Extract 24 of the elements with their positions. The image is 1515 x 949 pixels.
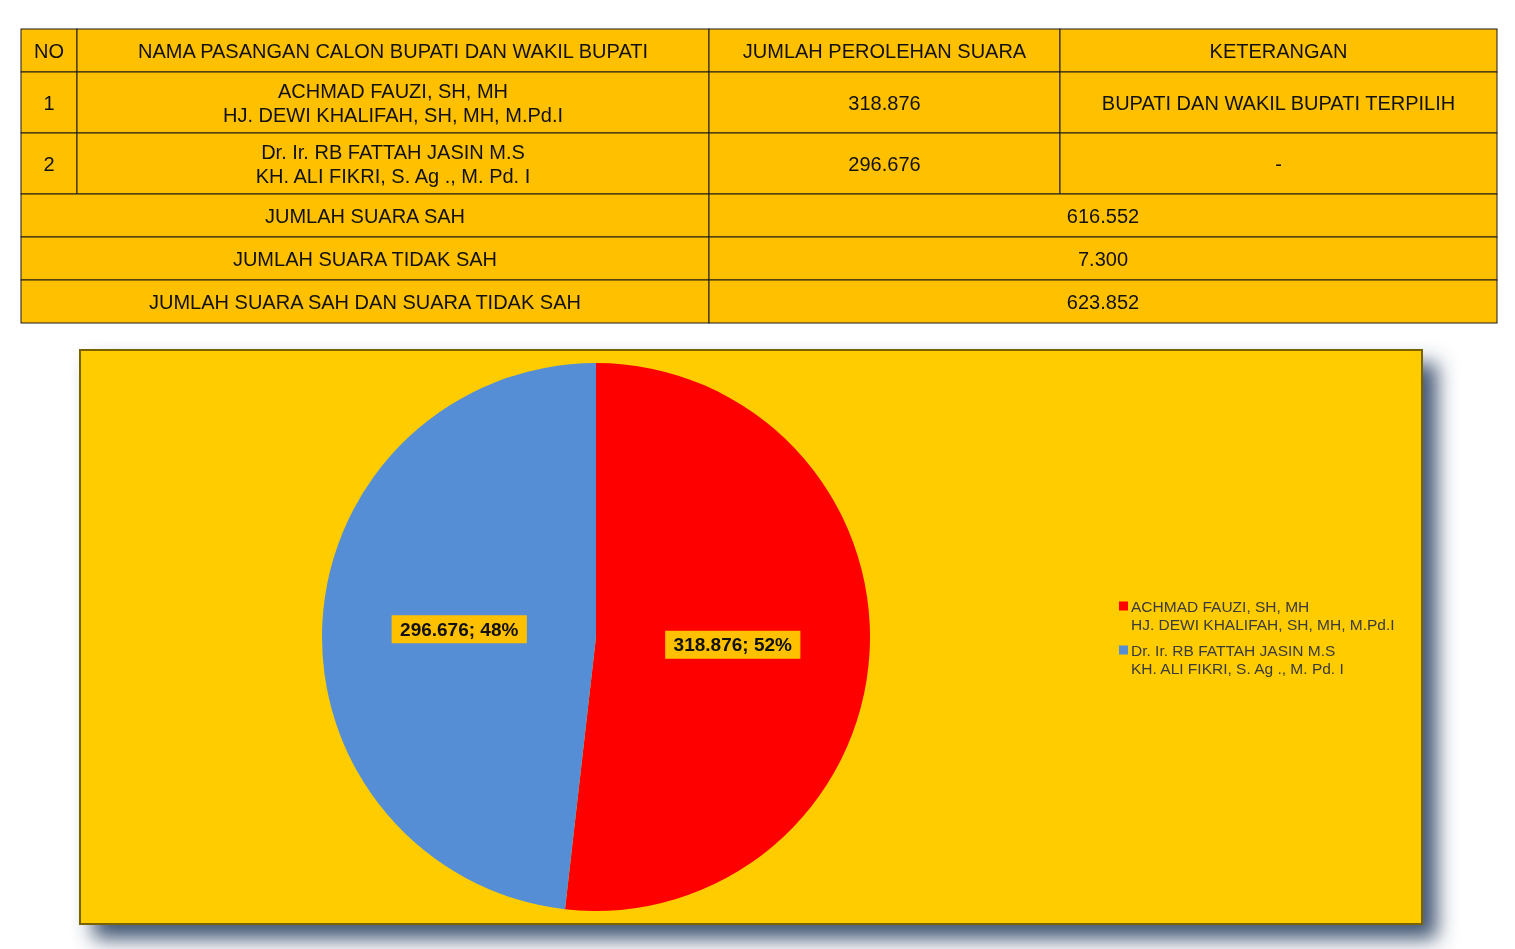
text: - <box>1275 152 1282 175</box>
text: 318.876 <box>848 91 921 114</box>
text: BUPATI DAN WAKIL BUPATI TERPILIH <box>1101 91 1456 114</box>
category-label: NAMA PASANGAN CALON BUPATI DAN WAKIL BUPATI <box>137 39 649 62</box>
text: JUMLAH SUARA SAH DAN SUARA TIDAK SAH <box>149 290 581 313</box>
text: 1 <box>43 91 55 114</box>
text: ACHMAD FAUZI, SH, MH HJ. DEWI KHALIFAH, SH, MH, M.Pd.I <box>222 79 564 126</box>
data-label: 296.676; 48% <box>400 618 519 640</box>
text: 616.552 <box>1066 204 1140 227</box>
text: Dr. Ir. RB FATTAH JASIN M.S KH. ALI FIKRI, S. Ag ., M. Pd. I <box>255 140 531 187</box>
legend-label: Dr. Ir. RB FATTAH JASIN M.S KH. ALI FIKRI, S. Ag ., M. Pd. I <box>1131 641 1344 677</box>
pie-slice <box>565 363 870 911</box>
pie-slice <box>322 363 596 910</box>
text: JUMLAH SUARA SAH <box>264 204 466 227</box>
text: 296.676 <box>848 152 921 175</box>
category-label: KETERANGAN <box>1209 39 1348 62</box>
text: 7.300 <box>1077 247 1129 270</box>
legend-label: ACHMAD FAUZI, SH, MH HJ. DEWI KHALIFAH, SH, MH, M.Pd.I <box>1131 597 1395 633</box>
category-label: NO <box>34 39 64 62</box>
category-label: JUMLAH PEROLEHAN SUARA <box>742 39 1027 62</box>
text: 2 <box>43 152 55 175</box>
data-label: 318.876; 52% <box>673 634 793 656</box>
text: JUMLAH SUARA TIDAK SAH <box>232 247 498 270</box>
text: 623.852 <box>1066 290 1140 313</box>
